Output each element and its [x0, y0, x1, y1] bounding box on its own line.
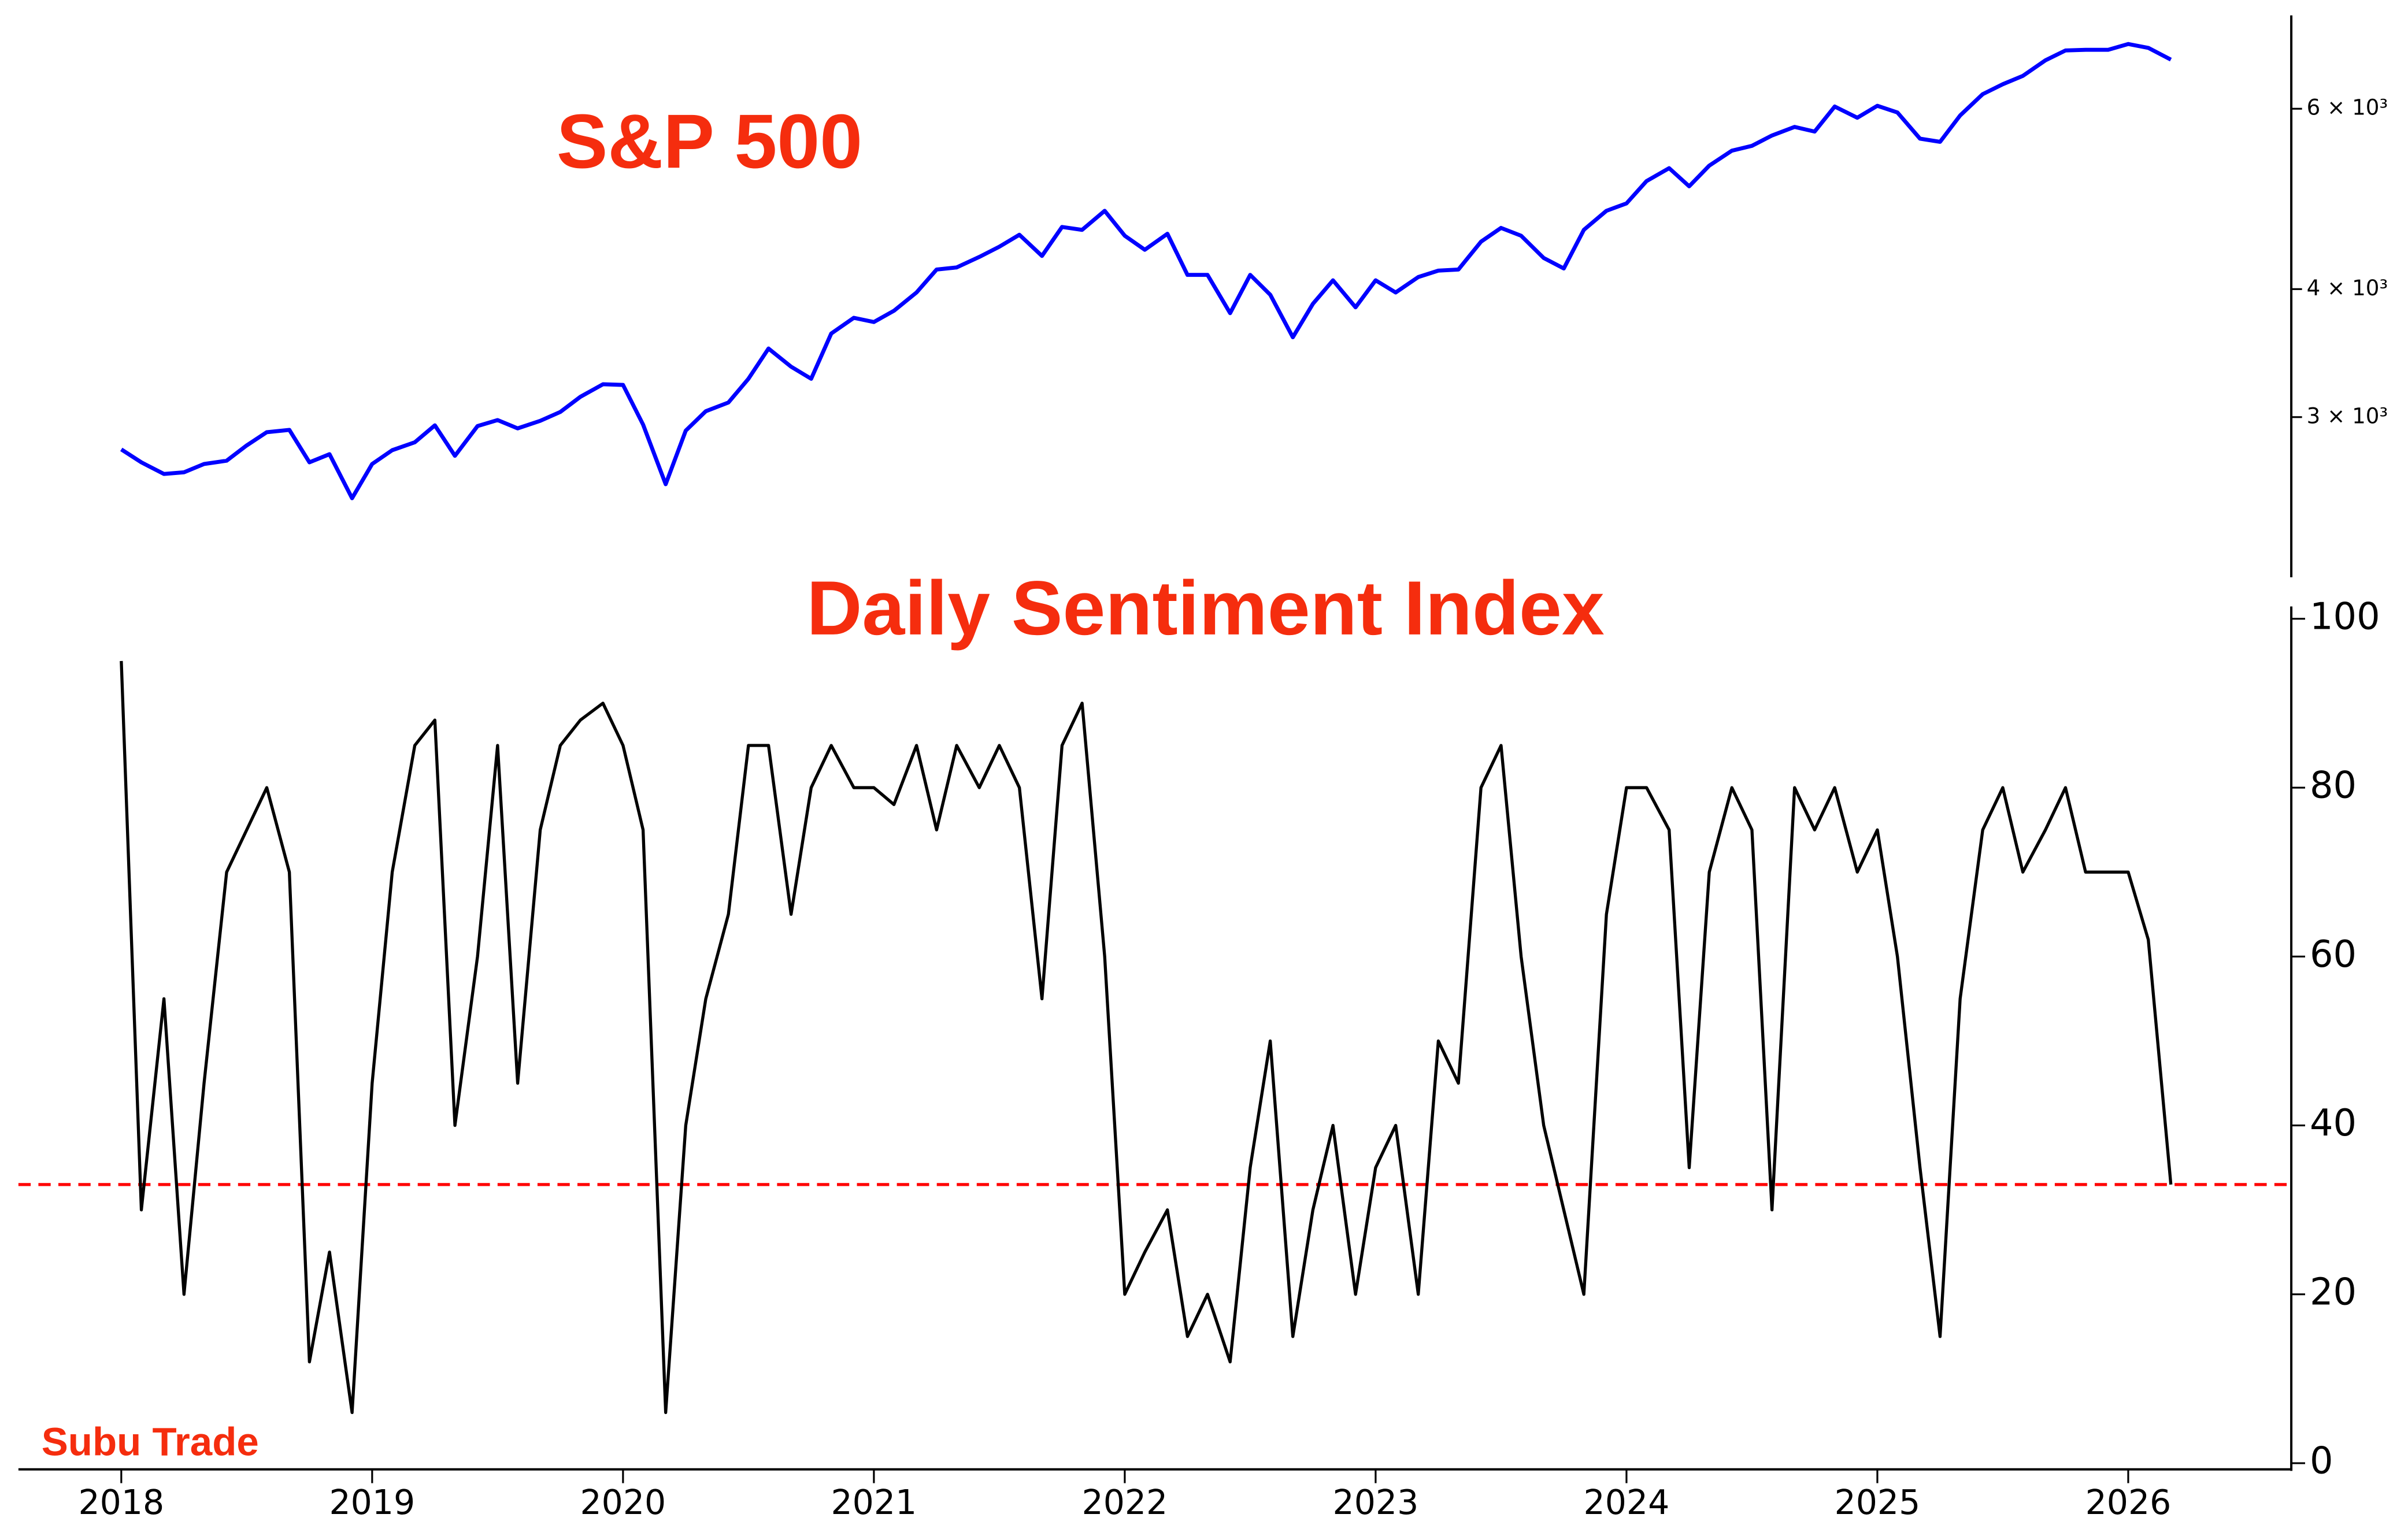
- chart-title: S&P 500: [557, 99, 862, 184]
- chart-title: Daily Sentiment Index: [807, 566, 1605, 651]
- x-tick-label: 2020: [580, 1483, 666, 1522]
- y-tick-label: 0: [2310, 1440, 2333, 1483]
- x-tick-label: 2023: [1333, 1483, 1419, 1522]
- x-tick-label: 2022: [1082, 1483, 1168, 1522]
- x-tick-label: 2018: [78, 1483, 164, 1522]
- y-tick-label: 20: [2310, 1271, 2357, 1313]
- x-tick-label: 2021: [831, 1483, 917, 1522]
- x-tick-label: 2024: [1584, 1483, 1670, 1522]
- data-line: [120, 660, 2173, 1415]
- y-tick-label: 6 × 10³: [2307, 95, 2388, 120]
- y-tick-label: 4 × 10³: [2307, 275, 2388, 300]
- y-tick-label: 100: [2310, 595, 2380, 638]
- y-tick-label: 80: [2310, 765, 2357, 807]
- data-line: [120, 42, 2172, 500]
- x-tick-label: 2026: [2085, 1483, 2172, 1522]
- y-tick-label: 3 × 10³: [2307, 403, 2388, 428]
- annotation: Subu Trade: [42, 1419, 259, 1464]
- x-tick-label: 2025: [1835, 1483, 1921, 1522]
- x-tick-label: 2019: [329, 1483, 415, 1522]
- y-tick-label: 40: [2310, 1102, 2357, 1145]
- y-tick-label: 60: [2310, 933, 2357, 976]
